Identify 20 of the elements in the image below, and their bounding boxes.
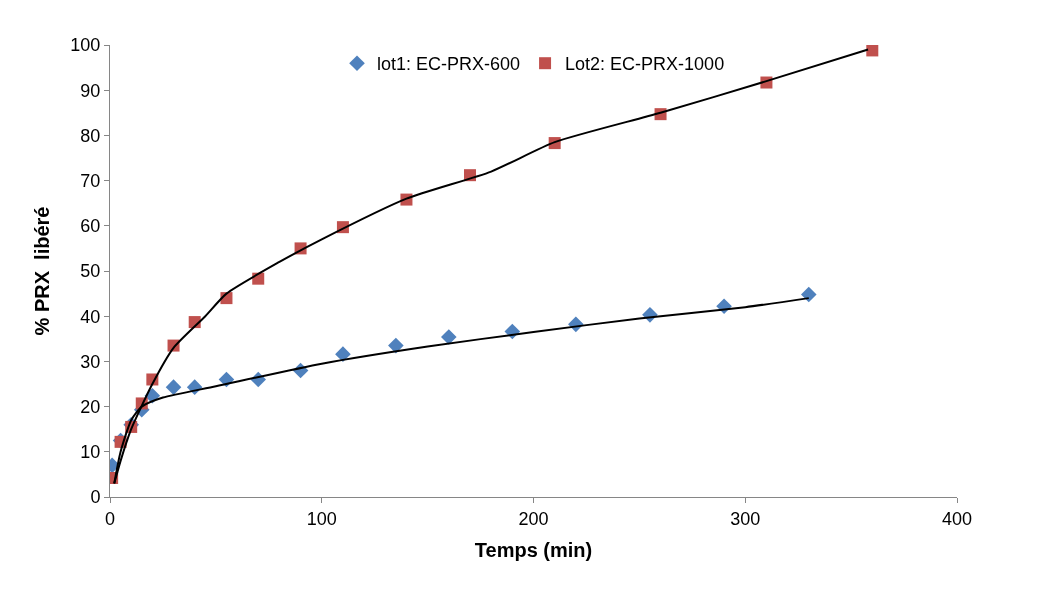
y-tick-label: 50	[80, 261, 101, 282]
x-tick-label: 400	[941, 508, 973, 529]
x-tick-label: 300	[730, 508, 761, 529]
legend-label: lot1: EC-PRX-600	[377, 54, 521, 75]
y-tick-label: 20	[80, 396, 101, 417]
y-tick-label: 60	[80, 216, 101, 237]
legend-label: Lot2: EC-PRX-1000	[565, 54, 725, 75]
x-tick-label: 100	[306, 508, 337, 529]
x-axis-title: Temps (min)	[474, 539, 593, 562]
y-tick-label: 0	[90, 487, 101, 508]
x-tick-label: 200	[518, 508, 549, 529]
y-tick-label: 10	[80, 442, 101, 463]
y-tick-label: 100	[70, 35, 101, 56]
x-tick-label: 0	[104, 508, 116, 529]
y-tick-label: 40	[80, 306, 101, 327]
y-tick-label: 90	[80, 80, 101, 101]
y-tick-label: 30	[80, 351, 101, 372]
y-tick-label: 80	[80, 125, 101, 146]
y-tick-label: 70	[80, 170, 101, 191]
y-axis-title: % PRX libéré	[30, 206, 53, 336]
